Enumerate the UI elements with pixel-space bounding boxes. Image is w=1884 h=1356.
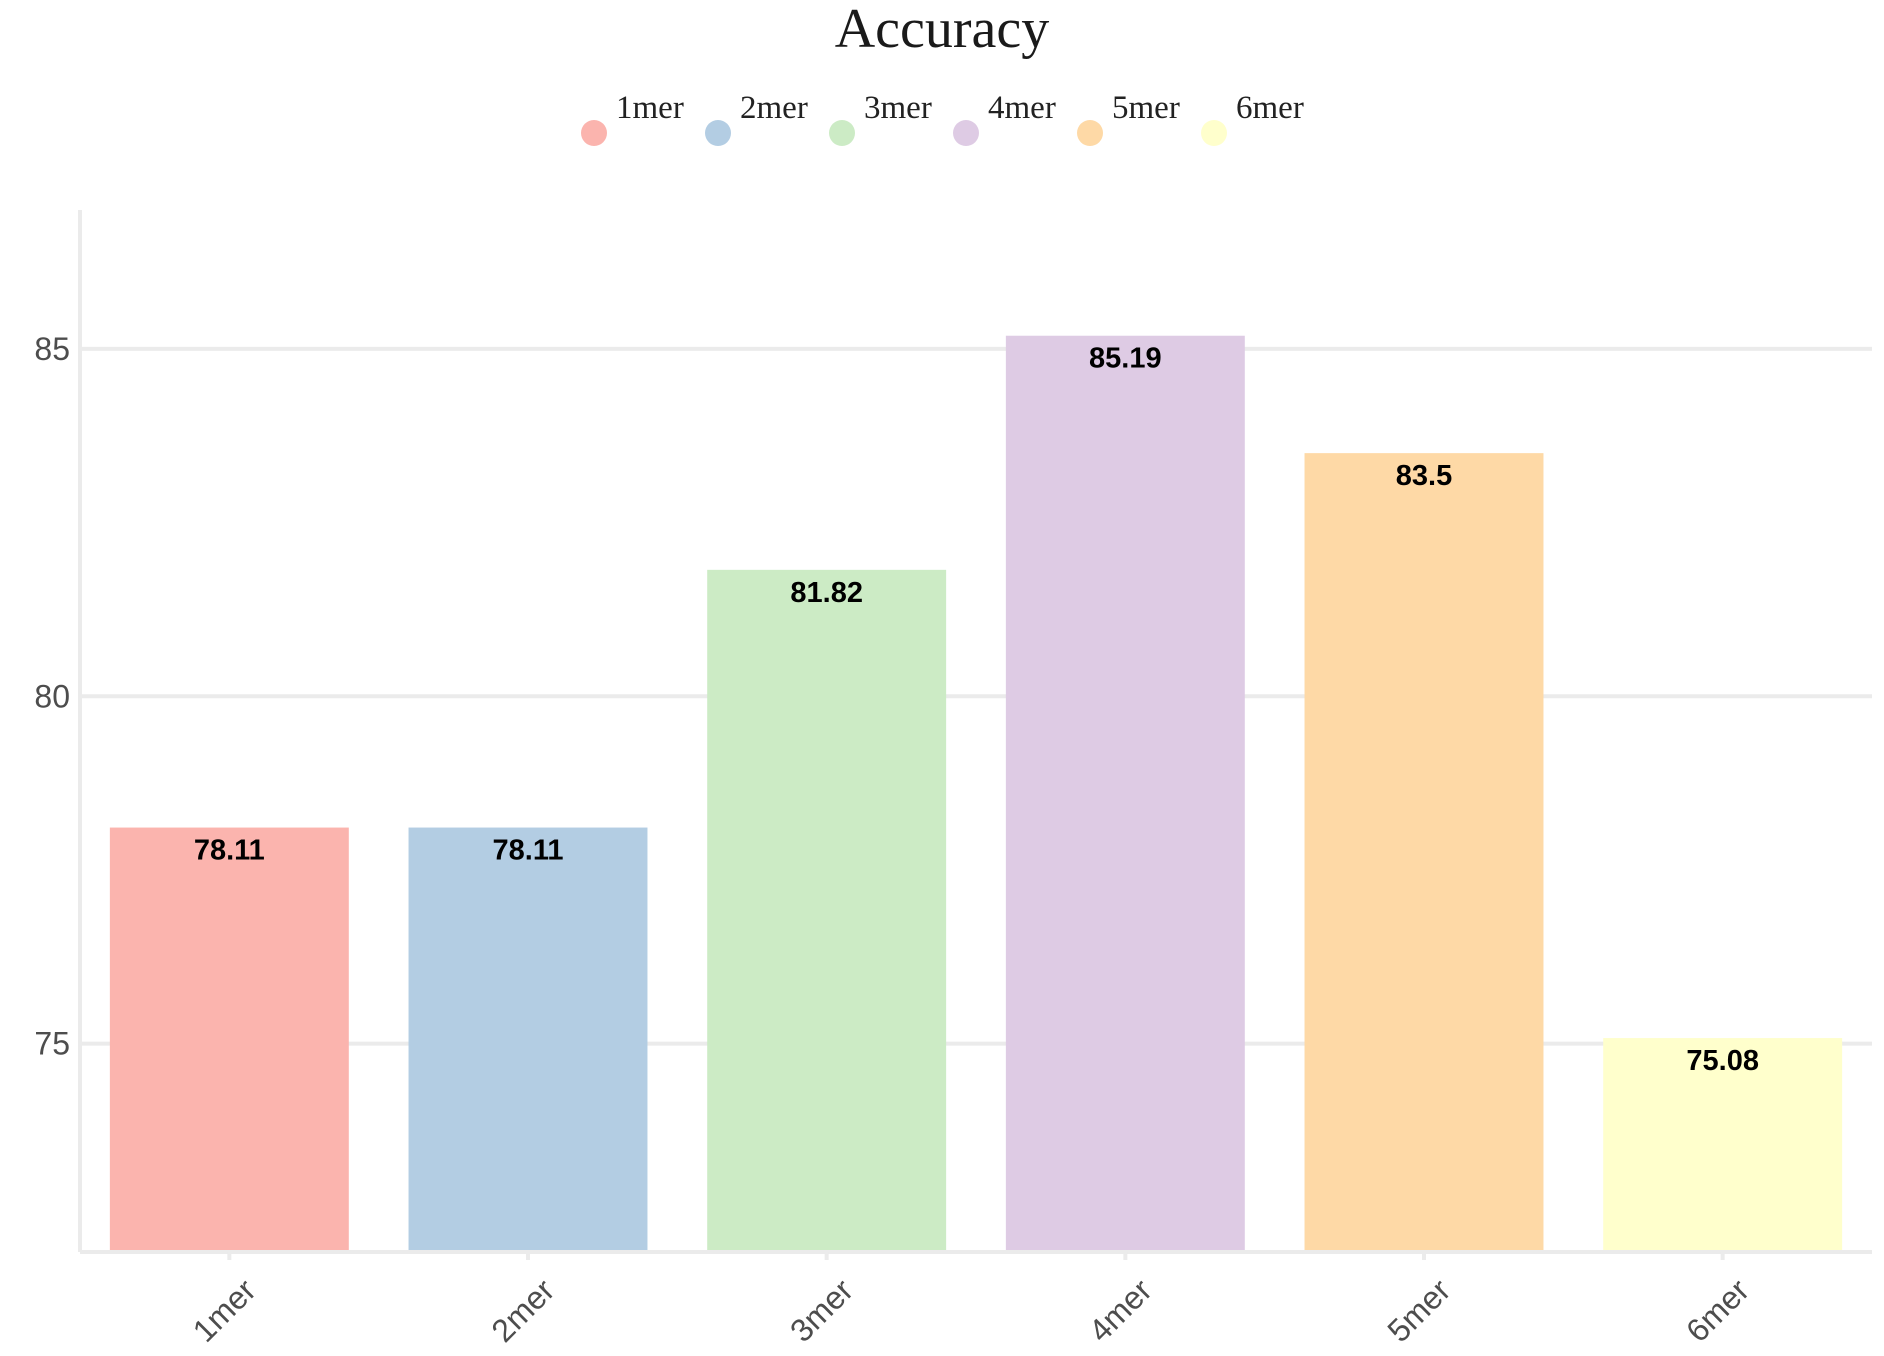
legend-label-5mer: 5mer [1112,90,1180,126]
data-labels: 78.11 78.11 81.82 85.19 83.5 75.08 [194,343,1759,1077]
x-tick-label-4mer: 4mer [1082,1272,1159,1349]
x-tick-label-2mer: 2mer [484,1272,561,1349]
legend-label-6mer: 6mer [1236,90,1304,126]
legend-swatch-5mer [1077,120,1103,146]
gridlines [80,346,1872,1046]
bar-6mer [1603,1038,1843,1252]
x-tick-label-6mer: 6mer [1679,1272,1756,1349]
legend-label-3mer: 3mer [864,90,932,126]
y-tick-label: 85 [34,331,70,367]
bar-2mer [408,827,648,1252]
data-label-4mer: 85.19 [1089,343,1162,375]
legend-item-5mer: 5mer [1077,90,1180,146]
legend-label-2mer: 2mer [740,90,808,126]
data-label-6mer: 75.08 [1686,1045,1759,1077]
legend: 1mer 2mer 3mer 4mer 5mer 6mer [581,90,1304,146]
legend-label-1mer: 1mer [616,90,684,126]
x-tick-label-3mer: 3mer [783,1272,860,1349]
legend-swatch-3mer [829,120,855,146]
bar-1mer [109,827,349,1252]
legend-label-4mer: 4mer [988,90,1056,126]
legend-swatch-6mer [1201,120,1227,146]
y-tick-label: 80 [34,678,70,714]
legend-item-3mer: 3mer [829,90,932,146]
data-label-1mer: 78.11 [194,835,265,867]
data-label-3mer: 81.82 [790,577,863,609]
bars [109,335,1843,1253]
bar-4mer [1005,335,1245,1252]
x-tick-label-1mer: 1mer [186,1272,263,1349]
legend-swatch-2mer [705,120,731,146]
legend-item-2mer: 2mer [705,90,808,146]
legend-item-6mer: 6mer [1201,90,1304,146]
data-label-2mer: 78.11 [493,835,564,867]
x-tick-label-5mer: 5mer [1380,1272,1457,1349]
y-tick-label: 75 [34,1026,70,1062]
legend-swatch-1mer [581,120,607,146]
bar-3mer [707,569,947,1252]
legend-item-4mer: 4mer [953,90,1056,146]
bar-5mer [1304,453,1544,1253]
data-label-5mer: 83.5 [1396,460,1452,492]
chart-title: Accuracy [835,0,1050,60]
legend-item-1mer: 1mer [581,90,684,146]
legend-swatch-4mer [953,120,979,146]
